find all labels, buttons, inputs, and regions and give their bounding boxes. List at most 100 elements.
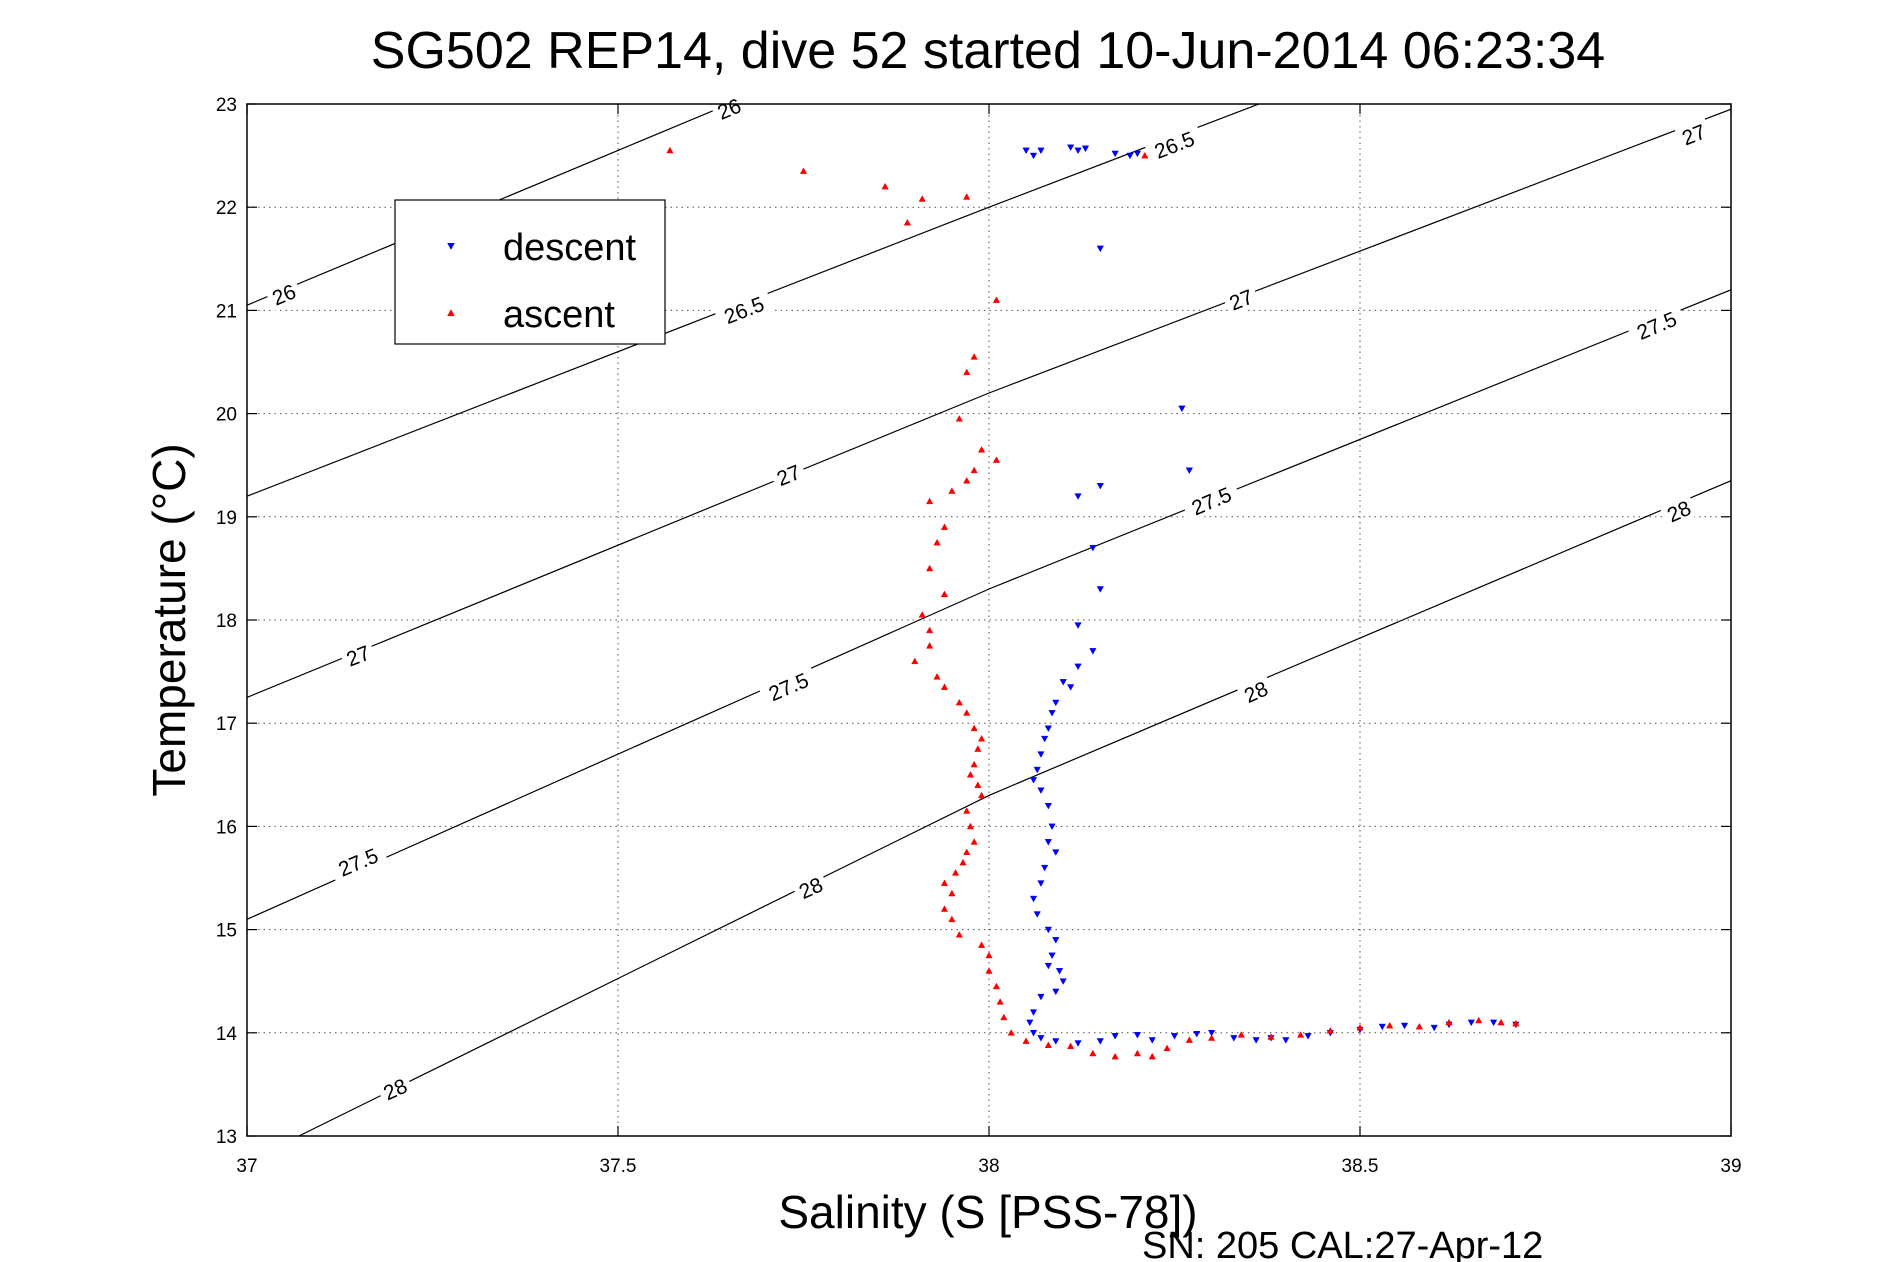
contour-label-bg [768,457,808,492]
descent-point [1133,150,1142,158]
ascent-point [1207,1034,1216,1041]
contour-label-27.5: 27.5 [1188,483,1235,520]
ascent-point [799,167,808,174]
ascent-point [963,193,971,200]
ascent-point [926,564,934,572]
descent-point [1089,648,1097,655]
ascent-point [1185,1036,1193,1043]
contour-label-26.5: 26.5 [1151,128,1197,164]
descent-point [1378,1023,1386,1031]
contour-label-bg [709,91,749,126]
descent-point [1029,152,1038,160]
ascent-point [1415,1022,1423,1030]
y-axis-label: Temperature (°C) [143,443,195,796]
ascent-point [974,781,982,788]
descent-point [1207,1029,1216,1037]
legend: descent ascent [394,199,666,345]
ascent-point [1133,1049,1142,1057]
ascent-point [940,683,949,690]
ascent-point [1356,1023,1364,1031]
contour-label-bg [1180,478,1242,523]
contour-label-bg [1236,673,1276,709]
descent-point [1059,978,1067,985]
ascent-point [963,709,971,716]
descent-point [1041,735,1049,743]
descent-point [1037,787,1045,794]
ascent-point [1512,1019,1520,1027]
descent-point [1096,483,1104,490]
descent-point [1033,766,1041,774]
descent-point [1170,1033,1179,1040]
descent-point [1400,1022,1409,1030]
ascent-point [970,838,978,845]
legend-box [394,199,666,345]
calibration-footer: SN: 205 CAL:27-Apr-12 [1142,1225,1543,1262]
y-tick-label: 19 [216,508,237,529]
density-contour-27.5 [247,289,1731,920]
descent-point [1074,493,1082,500]
descent-point [1033,911,1041,918]
descent-point [1230,1035,1238,1042]
descent-point [1052,1038,1060,1045]
descent-point [1066,144,1075,152]
descent-point [1133,1032,1142,1039]
ascent-point [963,848,971,856]
ascent-point [666,146,674,154]
ascent-point [1066,1042,1075,1050]
ascent-point [970,724,978,732]
density-contour-27 [247,108,1731,698]
ascent-point [948,915,956,923]
descent-point [1052,988,1060,996]
legend-label-descent: descent [503,227,637,269]
legend-markers [447,243,455,316]
ascent-point [1297,1031,1305,1038]
ascent-point [933,538,941,546]
ascent-point [940,523,949,530]
descent-point [1074,147,1082,155]
contour-label-bg [1659,493,1699,529]
descent-point [1052,937,1060,944]
descent-point [1044,839,1052,846]
ascent-point [970,353,978,360]
descent-point [1052,699,1060,707]
y-tick-label: 15 [216,921,237,942]
ascent-point [955,415,963,422]
contour-label-bg [1625,302,1687,347]
data-points [666,144,1520,1060]
descent-point [1074,1040,1082,1047]
ascent-point [1237,1031,1245,1038]
descent-point [1029,777,1038,784]
descent-point [1052,849,1060,856]
descent-point [1037,880,1045,887]
descent-point [1022,147,1030,155]
y-tick-label: 14 [216,1024,238,1045]
ascent-point [1000,1013,1008,1021]
descent-point [1044,802,1052,810]
density-contours: 262626.526.52727272727.527.527.527.52828… [247,91,1731,1136]
descent-point [1252,1037,1260,1044]
descent-point [1029,1009,1038,1016]
descent-point [1066,684,1075,691]
ascent-point [1044,1041,1052,1048]
contour-label-27.5: 27.5 [1634,308,1681,345]
descent-point [1055,968,1064,975]
ascent-point [926,497,934,505]
ascent-point [992,982,1001,990]
descent-point [1048,710,1056,717]
descent-point [1304,1033,1312,1040]
x-tick-label: 39 [1720,1156,1741,1177]
legend-marker-descent [447,243,455,250]
density-contour-26 [247,104,731,306]
descent-point [1044,962,1052,970]
ascent-point [926,626,934,634]
ascent-point [992,456,1001,463]
descent-point [1029,1029,1038,1037]
contour-label-bg [1221,282,1261,317]
descent-point [1096,1038,1104,1045]
ascent-point [918,195,926,202]
descent-point [1048,823,1056,831]
descent-point [1282,1037,1290,1044]
contour-label-bg [1143,123,1205,166]
descent-point [1037,751,1045,758]
